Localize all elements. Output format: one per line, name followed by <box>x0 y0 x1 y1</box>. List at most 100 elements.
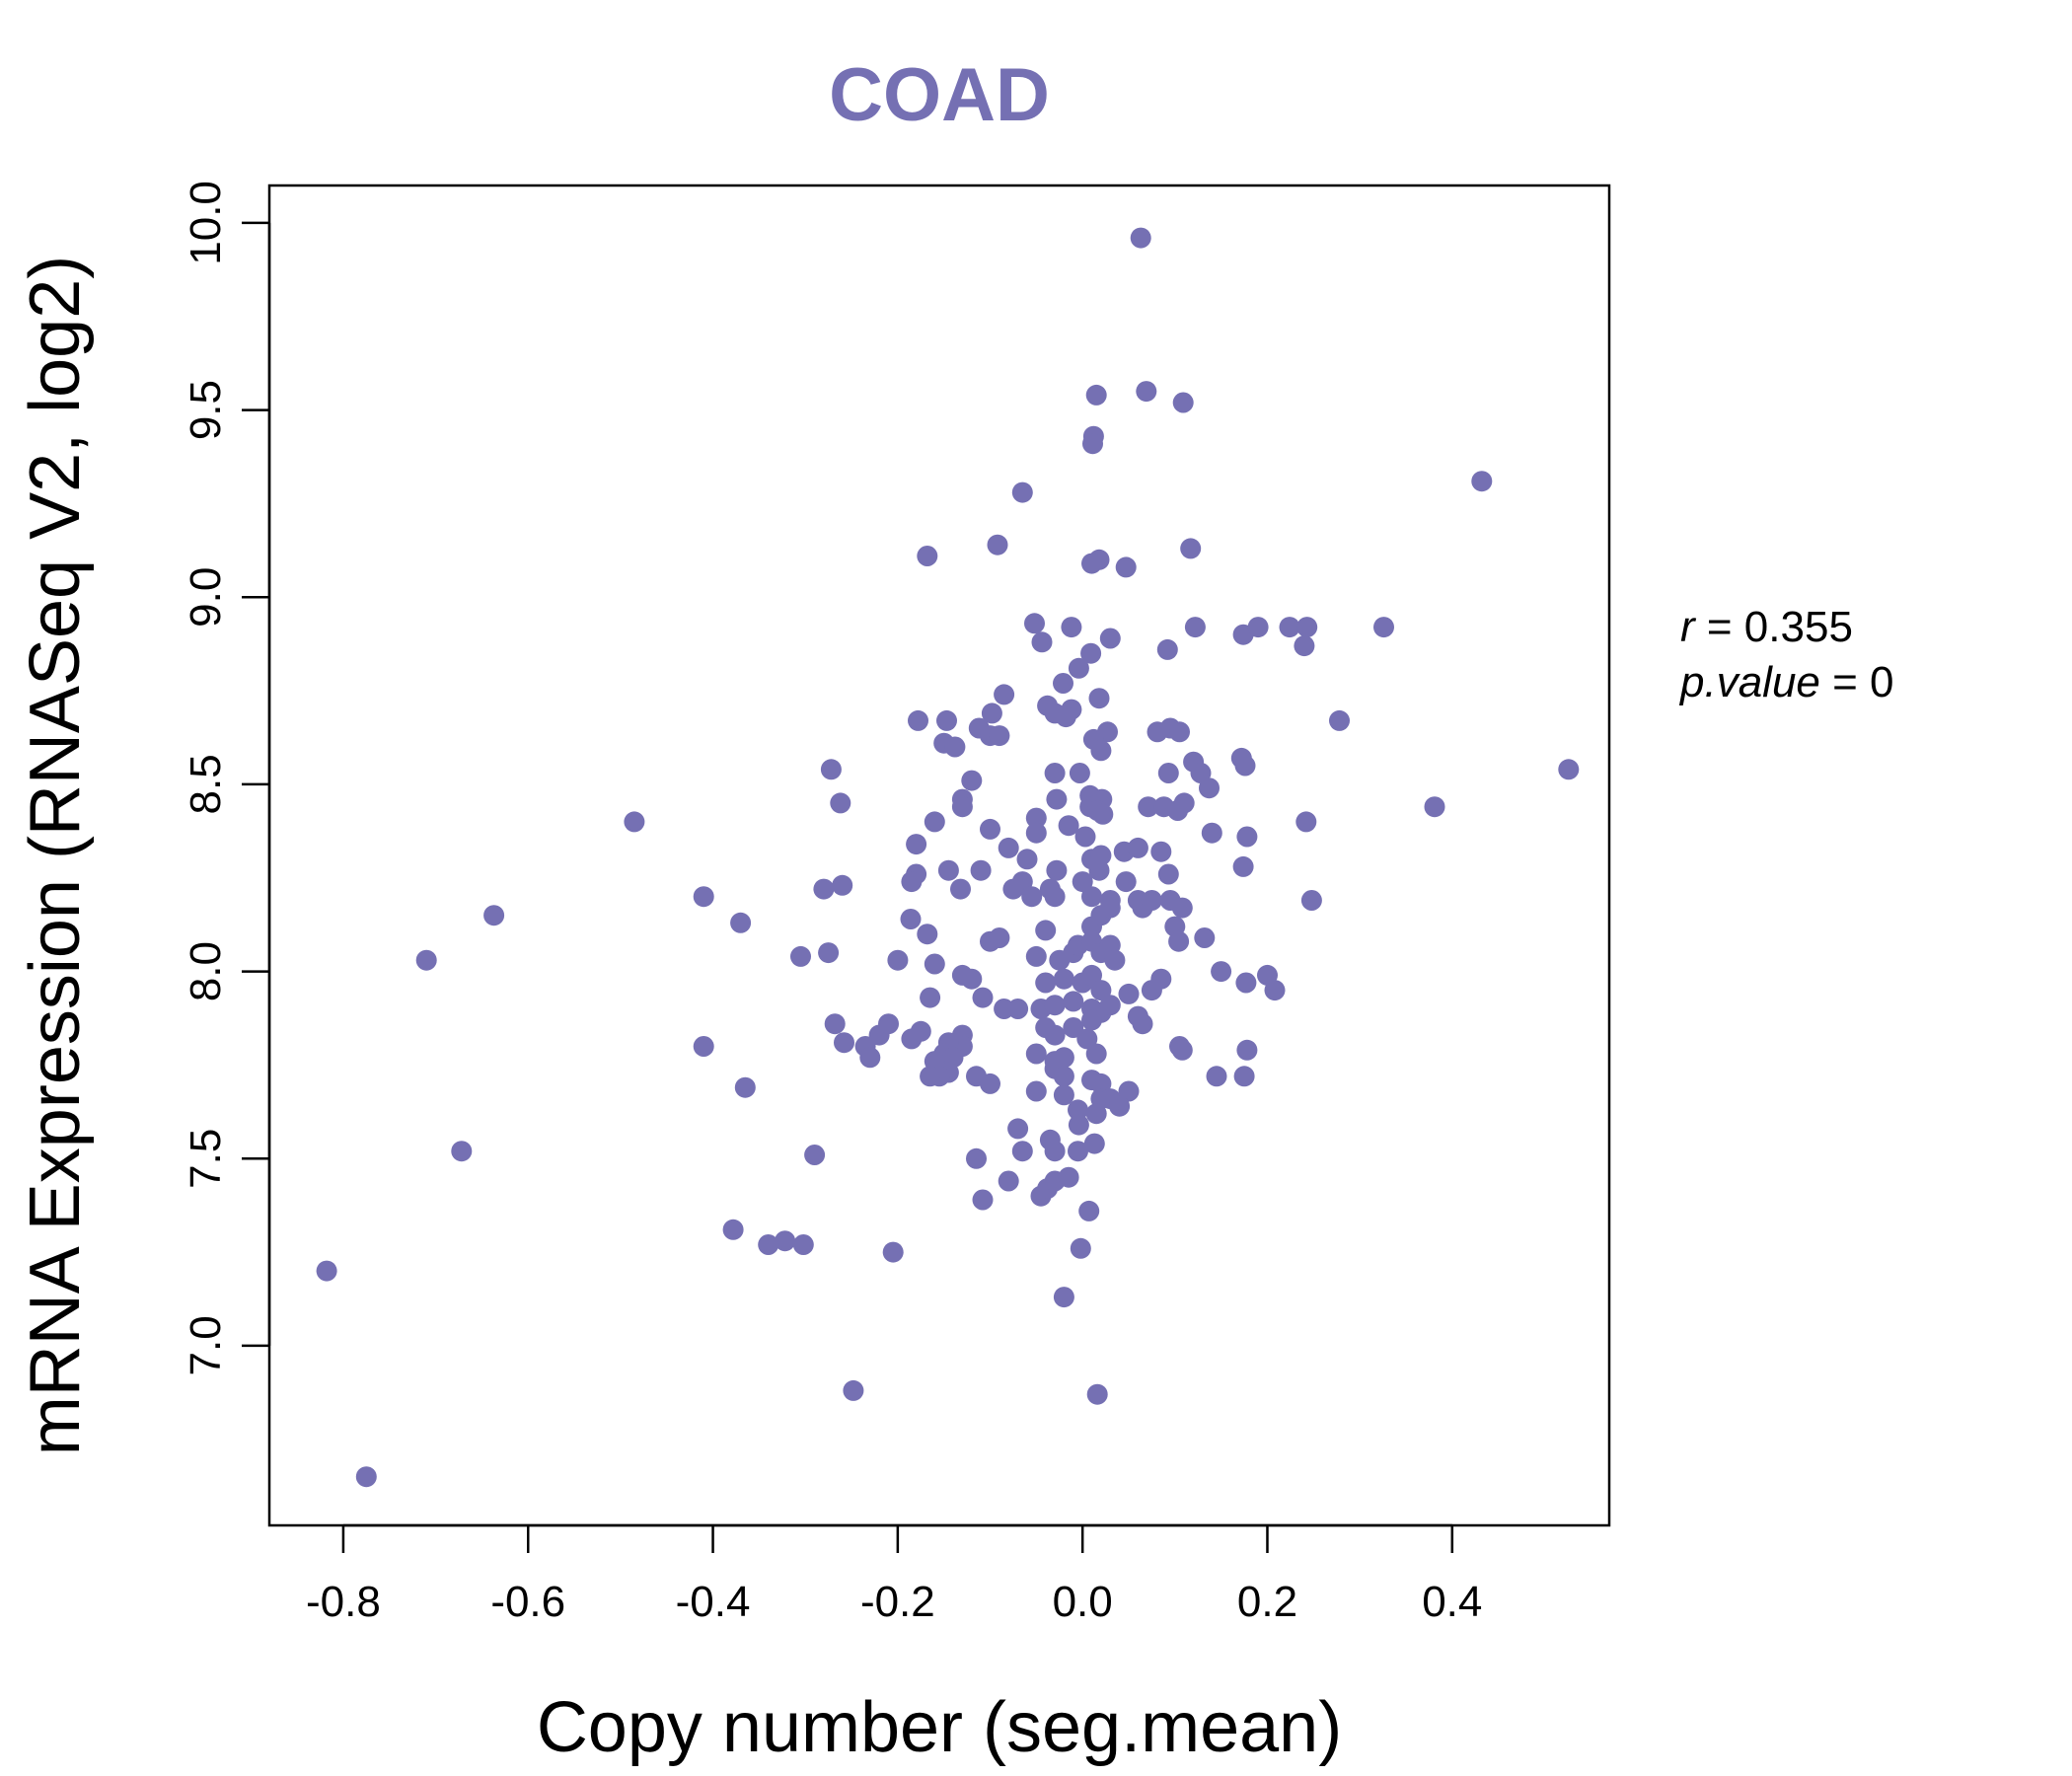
data-point <box>1044 1141 1066 1162</box>
data-point <box>1053 1066 1074 1087</box>
p-label: p.value <box>1678 658 1820 706</box>
y-tick-label: 9.0 <box>182 567 230 628</box>
data-point <box>1099 897 1121 919</box>
data-point <box>951 796 973 818</box>
data-point <box>1002 878 1024 900</box>
data-point <box>1279 617 1300 638</box>
data-point <box>1558 759 1580 780</box>
x-tick-label: 0.0 <box>1053 1578 1113 1626</box>
data-point <box>1085 1043 1107 1065</box>
data-points <box>316 227 1580 1488</box>
data-point <box>1046 859 1068 881</box>
data-point <box>924 953 945 975</box>
p-annotation: p.value = 0 <box>1678 658 1894 706</box>
data-point <box>1081 964 1102 986</box>
data-point <box>1168 930 1190 952</box>
data-point <box>1044 995 1066 1016</box>
data-point <box>1053 968 1074 990</box>
data-point <box>1194 927 1216 948</box>
data-point <box>989 725 1010 747</box>
data-point <box>1090 740 1112 762</box>
data-point <box>980 818 1000 840</box>
data-point <box>1232 855 1254 877</box>
data-point <box>1007 1118 1029 1140</box>
x-tick-label: 0.4 <box>1422 1578 1482 1626</box>
data-point <box>900 909 922 929</box>
x-tick-label: 0.2 <box>1237 1578 1297 1626</box>
data-point <box>1031 631 1053 653</box>
data-point <box>722 1219 744 1240</box>
data-point <box>1061 617 1082 638</box>
data-point <box>1081 553 1102 574</box>
data-point <box>1127 837 1148 858</box>
data-point <box>1025 1080 1047 1102</box>
data-point <box>1138 796 1159 818</box>
data-point <box>820 759 842 780</box>
data-point <box>1053 1084 1074 1106</box>
y-tick-label: 9.5 <box>182 380 230 440</box>
chart-title: COAD <box>829 53 1050 137</box>
x-tick-label: -0.6 <box>490 1578 565 1626</box>
data-point <box>887 949 909 971</box>
data-point <box>834 1032 854 1054</box>
data-point <box>1085 1103 1107 1125</box>
data-point <box>1235 972 1257 994</box>
data-point <box>1294 635 1315 657</box>
data-point <box>1035 920 1057 941</box>
y-tick-label: 8.5 <box>182 754 230 814</box>
r-value: = 0.355 <box>1695 603 1853 651</box>
data-point <box>1169 721 1190 743</box>
p-value: = 0 <box>1820 658 1894 706</box>
data-point <box>1150 968 1172 990</box>
data-point <box>832 874 853 896</box>
data-point <box>1206 1066 1227 1087</box>
data-point <box>1150 841 1172 862</box>
data-point <box>415 949 437 971</box>
data-point <box>451 1141 473 1162</box>
data-point <box>1078 1200 1100 1221</box>
data-point <box>1199 777 1220 799</box>
data-point <box>920 1066 941 1087</box>
data-point <box>1068 1114 1089 1136</box>
data-point <box>1092 803 1114 825</box>
data-point <box>624 811 645 833</box>
data-point <box>1070 1237 1091 1259</box>
data-point <box>944 736 966 758</box>
data-point <box>901 871 923 893</box>
data-point <box>1173 792 1195 814</box>
data-point <box>1046 788 1068 810</box>
data-point <box>1007 999 1029 1019</box>
data-point <box>1171 897 1193 919</box>
data-point <box>1068 1141 1088 1162</box>
data-point <box>1329 709 1350 731</box>
data-point <box>1132 1013 1153 1035</box>
data-point <box>987 534 1008 555</box>
data-point <box>758 1234 779 1255</box>
data-point <box>1172 392 1194 413</box>
data-point <box>1044 886 1066 908</box>
data-point <box>1157 763 1179 783</box>
data-point <box>961 770 983 791</box>
data-point <box>1471 471 1493 492</box>
data-point <box>1136 381 1157 403</box>
data-point <box>910 1020 931 1042</box>
data-point <box>1053 673 1073 694</box>
data-point <box>970 859 992 881</box>
data-point <box>1055 706 1076 728</box>
data-point <box>1295 811 1317 833</box>
data-point <box>1118 983 1140 1004</box>
data-point <box>843 1379 864 1401</box>
data-point <box>1083 1133 1105 1154</box>
data-point <box>1157 863 1179 885</box>
data-point <box>804 1145 826 1165</box>
data-point <box>818 942 840 964</box>
data-point <box>355 1466 377 1488</box>
data-point <box>1058 815 1079 837</box>
data-point <box>966 1147 987 1169</box>
data-point <box>1115 556 1137 578</box>
r-label: r <box>1680 603 1697 651</box>
data-point <box>1296 617 1318 638</box>
data-point <box>1201 822 1222 844</box>
data-point <box>1141 890 1162 911</box>
data-point <box>920 987 941 1008</box>
